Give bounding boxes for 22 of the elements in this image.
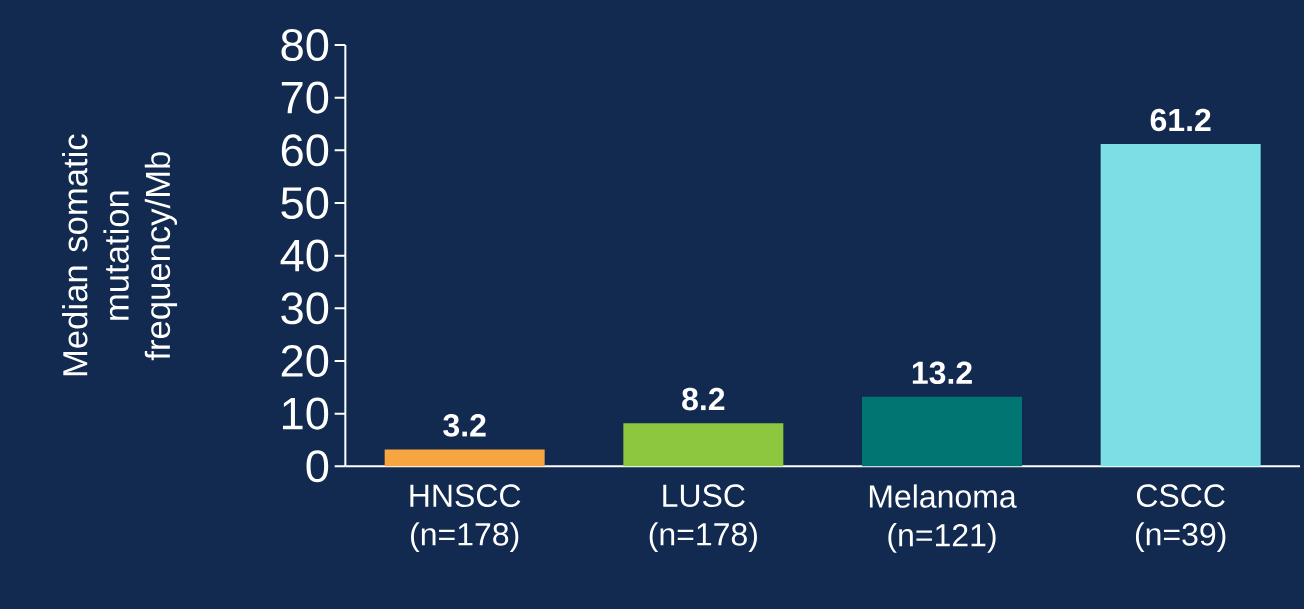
bar xyxy=(862,396,1022,467)
x-tick-label: CSCC (n=39) xyxy=(1135,484,1226,552)
data-label: 8.2 xyxy=(682,387,725,411)
bar xyxy=(623,423,784,467)
y-tick-label: 20 xyxy=(281,344,329,378)
data-label: 61.2 xyxy=(1150,108,1211,132)
data-label: 13.2 xyxy=(912,361,972,385)
y-tick-label: 60 xyxy=(281,134,329,167)
y-axis-title: Median somatic mutation frequency/Mb xyxy=(62,134,178,376)
y-tick-label: 70 xyxy=(281,81,329,114)
x-tick-label: LUSC (n=178) xyxy=(649,484,757,552)
x-tick-label: HNSCC (n=178) xyxy=(410,484,521,552)
bar xyxy=(384,449,545,467)
data-label: 3.2 xyxy=(443,414,486,437)
x-tick-label: Melanoma (n=121) xyxy=(869,484,1017,553)
bar xyxy=(1100,144,1261,467)
y-tick-label: 0 xyxy=(306,450,329,483)
y-tick-label: 30 xyxy=(281,292,329,325)
y-tick-label: 50 xyxy=(281,186,329,220)
y-tick-label: 10 xyxy=(282,397,329,430)
y-tick-label: 40 xyxy=(280,239,329,272)
y-tick-label: 80 xyxy=(281,28,329,62)
